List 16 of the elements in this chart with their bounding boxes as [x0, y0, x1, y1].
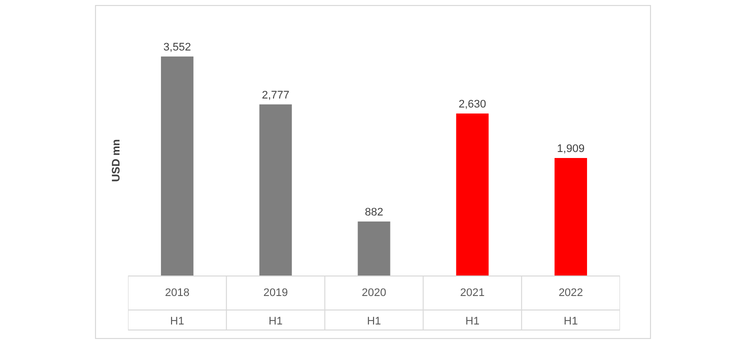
category-label: 2019 H1	[263, 287, 288, 328]
bar	[259, 104, 292, 276]
data-label: 882	[364, 206, 384, 219]
bar	[456, 114, 489, 276]
data-label: 1,909	[557, 143, 585, 156]
y-axis-title: USD mn	[110, 138, 123, 182]
data-label: 2,630	[458, 98, 486, 111]
data-label: 2,777	[262, 89, 290, 102]
data-label: 3,552	[163, 42, 191, 54]
bar	[358, 222, 390, 276]
category-label: 2021 H1	[460, 287, 485, 328]
category-label: 2018 H1	[164, 287, 190, 328]
category-label: 2020 H1	[362, 287, 386, 328]
bar	[554, 158, 588, 276]
category-label: 2022 H1	[558, 287, 584, 328]
bar	[160, 56, 194, 276]
